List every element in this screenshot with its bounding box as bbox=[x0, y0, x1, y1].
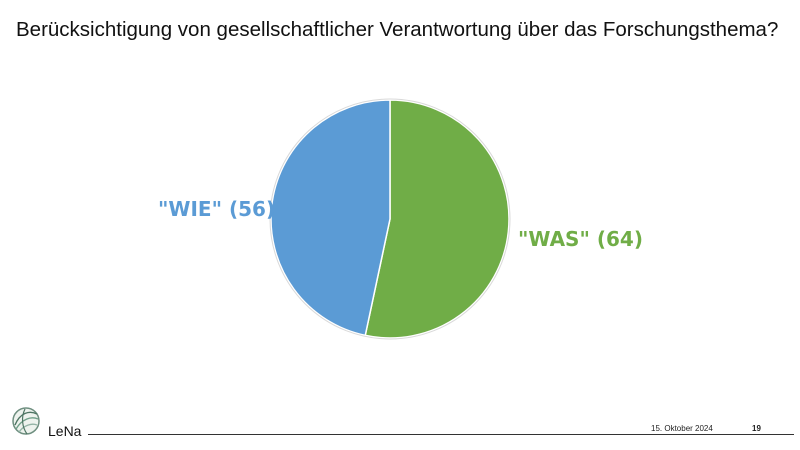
pie-label-was: "WAS" (64) bbox=[518, 227, 643, 251]
slide-title: Berücksichtigung von gesellschaftlicher … bbox=[16, 18, 779, 41]
brand-name: LeNa bbox=[48, 423, 82, 439]
footer-date: 15. Oktober 2024 bbox=[651, 424, 713, 433]
page-number: 19 bbox=[752, 424, 761, 433]
pie-slice-was bbox=[364, 99, 510, 339]
pie-outline bbox=[269, 98, 511, 340]
pie-slice-wie bbox=[270, 99, 391, 337]
lena-logo-icon bbox=[12, 407, 40, 435]
footer-divider bbox=[88, 434, 794, 435]
pie-label-wie: "WIE" (56) bbox=[158, 197, 276, 221]
